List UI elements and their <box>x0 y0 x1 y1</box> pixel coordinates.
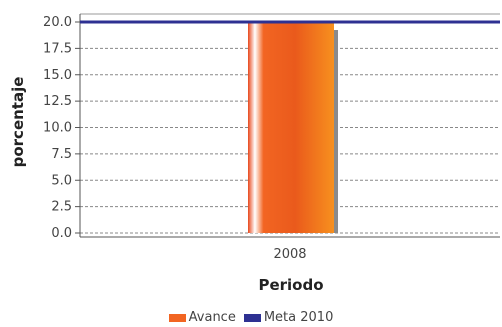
y-tick-label: 15.0 <box>43 68 72 83</box>
legend-item: Meta 2010 <box>243 310 334 325</box>
legend-swatch <box>243 313 261 322</box>
legend: Avance Meta 2010 <box>0 310 502 325</box>
y-tick-label: 5.0 <box>51 173 72 188</box>
bar <box>248 22 334 233</box>
y-tick-label: 12.5 <box>43 94 72 109</box>
legend-label: Meta 2010 <box>263 310 334 325</box>
y-tick-label: 17.5 <box>43 41 72 56</box>
y-tick-label: 20.0 <box>43 15 72 30</box>
legend-item: Avance <box>168 310 236 325</box>
y-tick-label: 2.5 <box>51 200 72 215</box>
legend-label: Avance <box>188 310 236 325</box>
y-tick-label: 0.0 <box>51 226 72 241</box>
legend-swatch <box>168 313 186 322</box>
y-tick-label: 7.5 <box>51 147 72 162</box>
chart: 0.0 2.5 5.0 7.5 10.0 12.5 15.0 17.5 20.0 2008 por… <box>9 13 500 294</box>
x-tick-label: 2008 <box>273 247 306 262</box>
plot-area: 0.0 2.5 5.0 7.5 10.0 12.5 15.0 17.5 20.0 2008 <box>43 13 500 262</box>
x-axis-title: Periodo <box>258 276 323 294</box>
y-tick-label: 10.0 <box>43 121 72 136</box>
y-axis-title: porcentaje <box>9 77 27 168</box>
